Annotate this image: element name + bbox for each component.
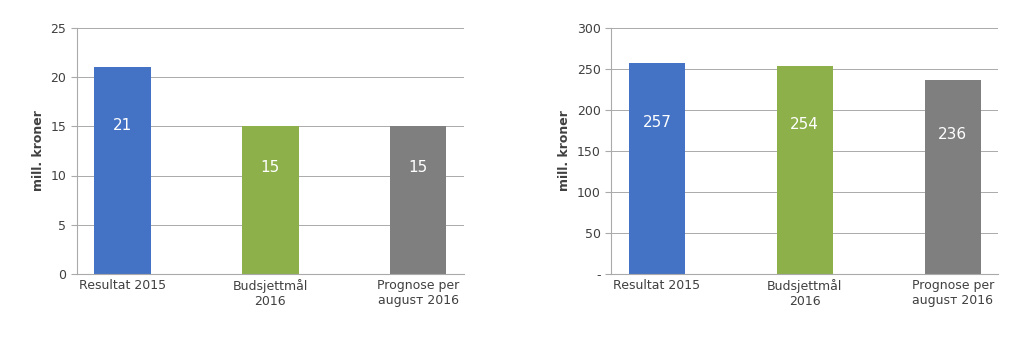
Text: 15: 15	[261, 160, 280, 175]
Text: 15: 15	[409, 160, 428, 175]
Y-axis label: mill. kroner: mill. kroner	[32, 111, 45, 191]
Bar	[390, 126, 446, 274]
Y-axis label: mill. kroner: mill. kroner	[558, 111, 571, 191]
Bar	[94, 67, 151, 274]
Text: 257: 257	[642, 115, 672, 130]
Text: 21: 21	[113, 118, 132, 133]
Text: 236: 236	[938, 127, 968, 142]
Bar	[925, 80, 981, 274]
Bar	[776, 66, 833, 274]
Text: 254: 254	[791, 117, 819, 132]
Bar	[629, 63, 685, 274]
Bar	[243, 126, 299, 274]
